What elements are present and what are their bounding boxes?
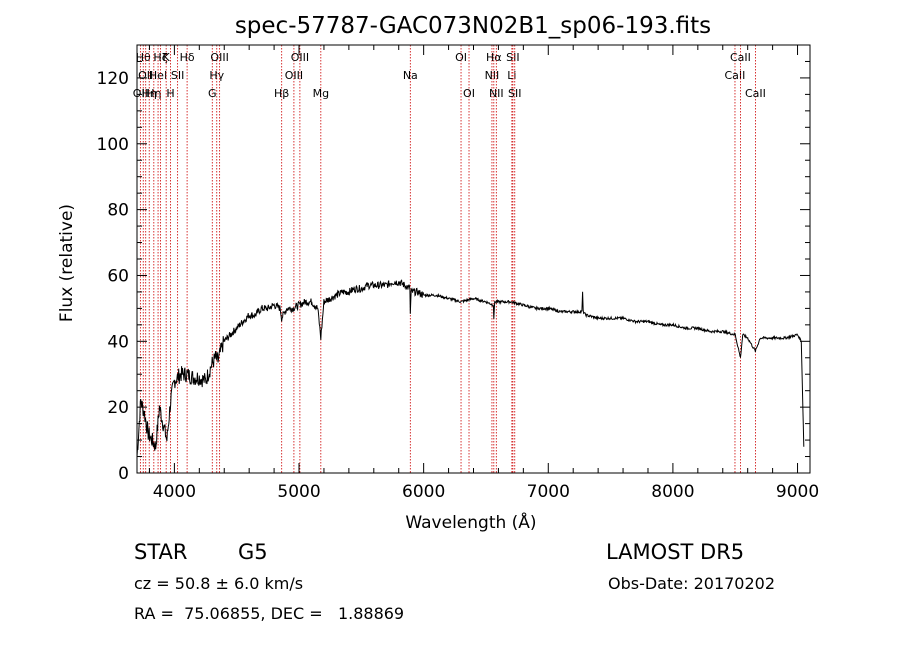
plot-frame: [136, 44, 811, 474]
marker-label: SII: [508, 87, 521, 100]
x-tick-label: 4000: [153, 482, 196, 502]
y-tick-label: 0: [118, 464, 129, 484]
marker-label: G: [208, 87, 217, 100]
marker-label: OIII: [291, 51, 309, 64]
object-subclass: G5: [238, 540, 268, 564]
marker-label: Hη: [142, 87, 157, 100]
marker-label: OI: [463, 87, 475, 100]
marker-label: NII: [485, 69, 500, 82]
x-tick-label: 8000: [651, 482, 694, 502]
y-tick-label: 80: [107, 201, 129, 221]
marker-label: SII: [506, 51, 519, 64]
marker-label: Hζ: [153, 51, 167, 64]
marker-label: OI: [455, 51, 467, 64]
marker-label: CaII: [730, 51, 751, 64]
marker-label: Hβ: [274, 87, 289, 100]
marker-label: K: [163, 51, 171, 64]
marker-label: SII: [171, 69, 184, 82]
spectrum-line: [136, 279, 805, 457]
marker-label: Na: [403, 69, 418, 82]
marker-label: CaII: [745, 87, 766, 100]
x-tick-label: 9000: [776, 482, 819, 502]
marker-label: Hα: [486, 51, 502, 64]
x-tick-label: 7000: [527, 482, 570, 502]
line-markers-layer: OIIHθOIIHηHηHeIHζKHSIIHδGHγOIIIHβOIIIOII…: [133, 45, 766, 473]
redshift-velocity: cz = 50.8 ± 6.0 km/s: [134, 574, 304, 593]
coordinates: RA = 75.06855, DEC = 1.88869: [134, 604, 405, 623]
marker-label: Hγ: [209, 69, 224, 82]
x-tick-label: 6000: [402, 482, 445, 502]
series-layer: [136, 279, 805, 457]
marker-label: OIII: [210, 51, 228, 64]
marker-label: Hδ: [180, 51, 195, 64]
y-tick-label: 120: [97, 69, 129, 89]
x-axis-label: Wavelength (Å): [405, 511, 536, 533]
marker-label: Li: [507, 69, 516, 82]
marker-label: H: [166, 87, 174, 100]
marker-label: OIII: [285, 69, 303, 82]
y-tick-label: 20: [107, 398, 129, 418]
observation-date: Obs-Date: 20170202: [608, 574, 776, 593]
survey-label: LAMOST DR5: [606, 540, 745, 564]
marker-label: HeI: [149, 69, 167, 82]
marker-label: Hη: [146, 87, 161, 100]
marker-label: Mg: [313, 87, 329, 100]
object-class: STAR: [134, 540, 188, 564]
marker-label: Hθ: [136, 51, 151, 64]
marker-label: NII: [489, 87, 504, 100]
y-axis-label: Flux (relative): [57, 204, 77, 322]
marker-label: CaII: [725, 69, 746, 82]
y-tick-label: 40: [107, 332, 129, 352]
y-tick-label: 60: [107, 266, 129, 286]
chart-title: spec-57787-GAC073N02B1_sp06-193.fits: [235, 13, 711, 39]
y-tick-label: 100: [97, 135, 129, 155]
x-tick-label: 5000: [277, 482, 320, 502]
axes-layer: 4000 5000 6000 7000 8000 9000 0 20 40 60 80 100 120: [97, 44, 819, 502]
